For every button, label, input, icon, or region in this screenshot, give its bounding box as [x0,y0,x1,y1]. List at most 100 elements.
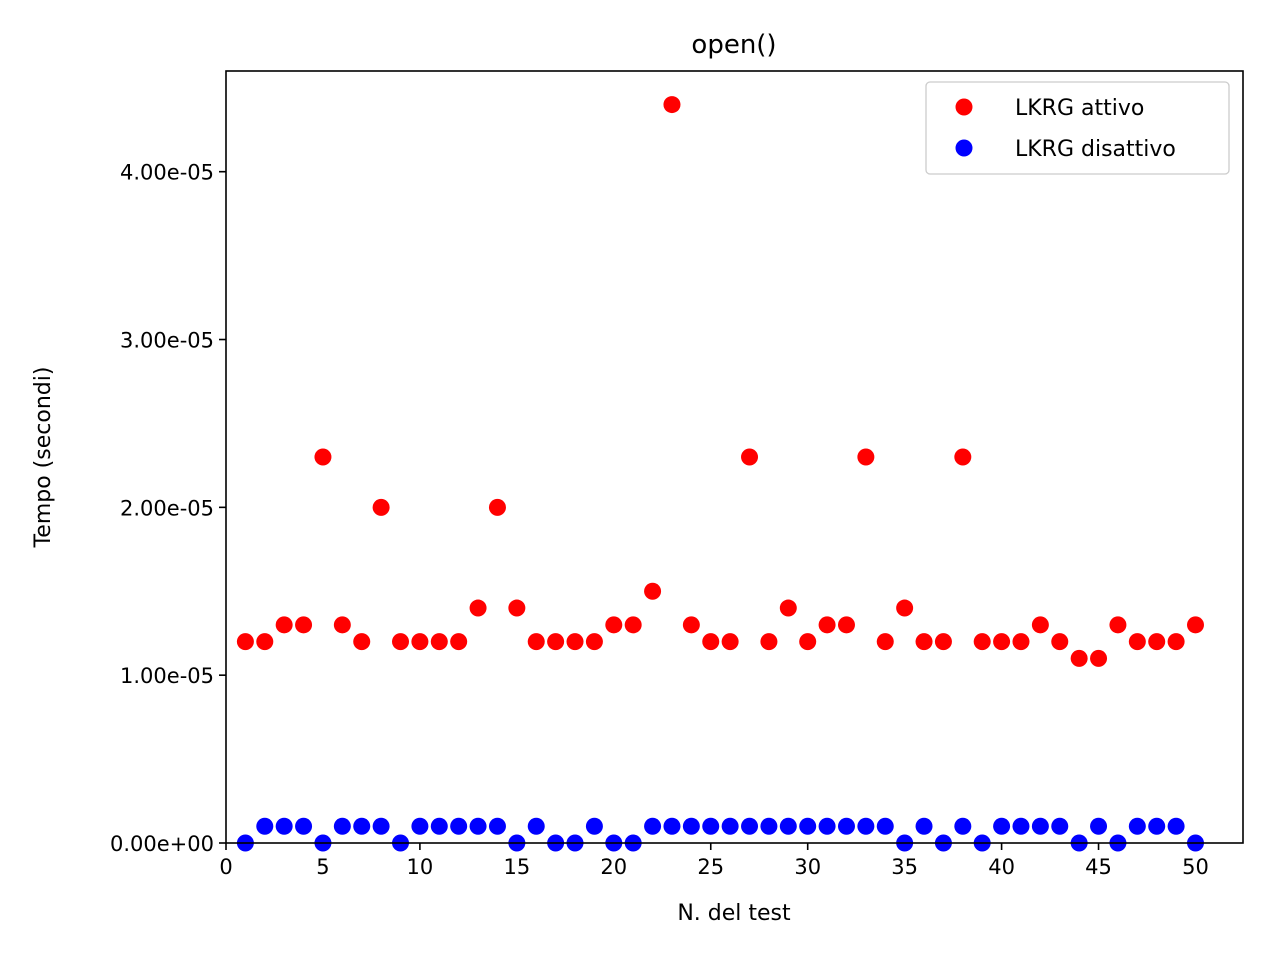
data-point [1109,616,1127,634]
data-point [1031,616,1049,634]
data-point [1148,817,1166,835]
data-point [1167,633,1185,651]
x-tick-label: 30 [794,855,821,879]
data-point [469,599,487,617]
data-points [236,96,1204,852]
data-point [779,599,797,617]
data-point [682,817,700,835]
legend-marker [955,98,973,116]
data-point [527,817,545,835]
x-tick-label: 40 [988,855,1015,879]
data-point [741,448,759,466]
x-tick-label: 10 [407,855,434,879]
data-point [314,448,332,466]
data-point [508,599,526,617]
data-point [993,633,1011,651]
data-point [779,817,797,835]
data-point [411,633,429,651]
y-tick-label: 3.00e-05 [120,329,214,353]
data-point [1051,633,1069,651]
data-point [1012,633,1030,651]
data-point [275,817,293,835]
data-point [934,633,952,651]
data-point [837,616,855,634]
data-point [1012,817,1030,835]
legend-marker [955,139,973,157]
data-point [430,817,448,835]
legend-label: LKRG attivo [1015,96,1144,121]
x-tick-label: 45 [1085,855,1112,879]
data-point [585,633,603,651]
data-point [566,633,584,651]
data-point [1186,616,1204,634]
data-point [876,633,894,651]
x-tick-label: 5 [316,855,329,879]
data-point [954,448,972,466]
data-point [1051,817,1069,835]
data-point [915,817,933,835]
legend: LKRG attivo LKRG disattivo [925,81,1230,175]
data-point [837,817,855,835]
data-point [1070,649,1088,667]
data-point [993,817,1011,835]
data-point [236,633,254,651]
data-point [353,817,371,835]
data-point [760,817,778,835]
data-point [1090,817,1108,835]
data-point [488,817,506,835]
data-point [1090,649,1108,667]
data-point [760,633,778,651]
data-point [295,817,313,835]
data-point [876,817,894,835]
data-point [896,599,914,617]
data-point [915,633,933,651]
x-tick-label: 25 [697,855,724,879]
plot-frame [225,70,1244,844]
data-point [644,817,662,835]
data-point [372,498,390,516]
series-2 [236,817,1204,852]
data-point [488,498,506,516]
data-point [1148,633,1166,651]
data-point [663,96,681,114]
data-point [799,817,817,835]
chart-title: open() [691,30,776,60]
data-point [333,817,351,835]
data-point [857,817,875,835]
data-point [1128,817,1146,835]
y-tick-label: 0.00e+00 [110,832,214,856]
data-point [295,616,313,634]
data-point [275,616,293,634]
data-point [818,817,836,835]
data-point [469,817,487,835]
data-point [1031,817,1049,835]
data-point [818,616,836,634]
data-point [353,633,371,651]
x-tick-label: 50 [1182,855,1209,879]
data-point [1167,817,1185,835]
data-point [663,817,681,835]
legend-label: LKRG disattivo [1015,137,1176,162]
x-tick-label: 0 [219,855,232,879]
data-point [450,633,468,651]
data-point [605,616,623,634]
series-1 [236,96,1204,667]
data-point [682,616,700,634]
data-point [411,817,429,835]
data-point [450,817,468,835]
data-point [547,633,565,651]
data-point [430,633,448,651]
data-point [857,448,875,466]
data-point [721,817,739,835]
plot-area: 0 5 10 15 20 25 30 35 40 45 50 0.00e+00 1.00e-05 2.00… [110,161,1209,879]
data-point [799,633,817,651]
legend-box [925,81,1230,175]
data-point [392,633,410,651]
data-point [333,616,351,634]
x-tick-label: 35 [891,855,918,879]
data-point [527,633,545,651]
data-point [585,817,603,835]
x-axis-label: N. del test [677,901,791,926]
y-tick-label: 4.00e-05 [120,161,214,185]
